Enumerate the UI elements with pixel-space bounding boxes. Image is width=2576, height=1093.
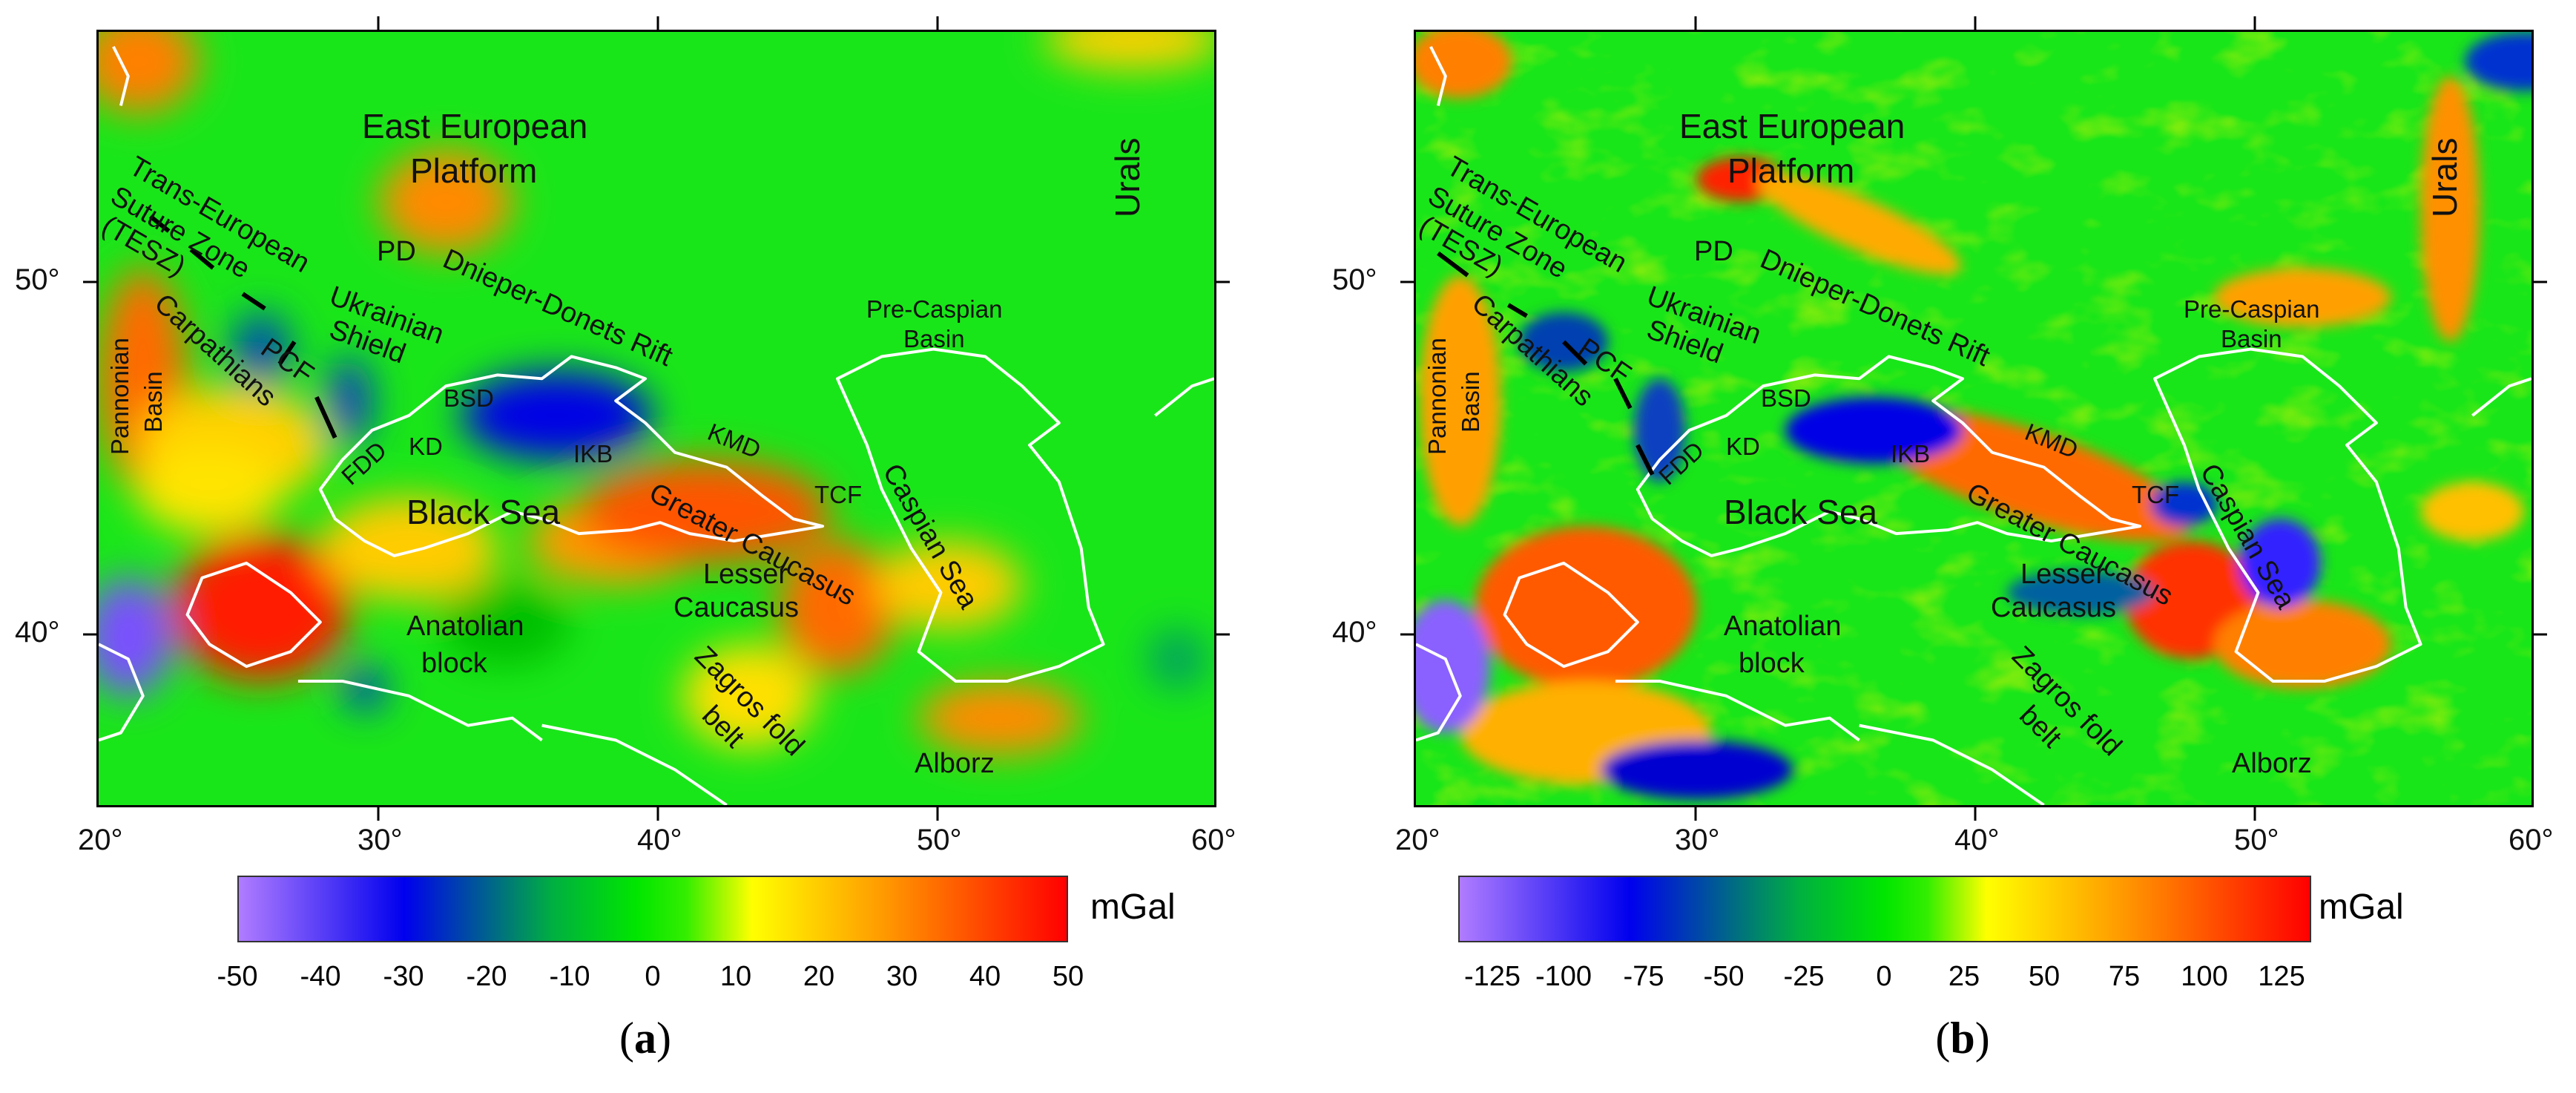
label-pre-caspian: Pre-Caspian: [2184, 295, 2320, 323]
label-platform: Platform: [410, 151, 538, 190]
label-bsd: BSD: [1761, 384, 1811, 412]
panel-letter-b-text: b: [1950, 1014, 1975, 1063]
cb-tick: 20: [803, 961, 835, 992]
x-tick-30: 30°: [1675, 824, 1720, 856]
colorbar-unit-b: mGal: [2319, 887, 2404, 927]
x-tick-50: 50°: [917, 824, 962, 856]
label-kd: KD: [409, 433, 443, 460]
cb-tick: -125: [1463, 961, 1521, 992]
cb-tick: 40: [969, 961, 1001, 992]
colorbar-a: [237, 876, 1068, 942]
label-caucasus: Caucasus: [1991, 592, 2116, 623]
cb-tick: 0: [645, 961, 661, 992]
label-east-european: East European: [362, 107, 588, 145]
anomaly-field-b: [1416, 32, 2531, 805]
cb-tick: 75: [2108, 961, 2141, 992]
label-bsd: BSD: [444, 384, 494, 412]
cb-tick: -20: [466, 961, 507, 992]
label-block: block: [421, 648, 487, 679]
label-pd: PD: [1694, 236, 1733, 267]
cb-tick: 30: [886, 961, 918, 992]
label-tcf: TCF: [814, 481, 863, 508]
cb-tick: 125: [2258, 961, 2305, 992]
y-tick-50: 50°: [1332, 263, 1377, 296]
cb-tick: 50: [2028, 961, 2061, 992]
cb-tick: -100: [1535, 961, 1592, 992]
cb-tick: 25: [1948, 961, 1980, 992]
label-caucasus: Caucasus: [673, 592, 799, 623]
y-tick-40: 40°: [1332, 616, 1377, 649]
label-block: block: [1739, 648, 1805, 679]
panel-letter-a: (a): [619, 1014, 671, 1063]
label-lesser: Lesser: [703, 559, 788, 590]
label-pre-caspian-basin: Basin: [903, 325, 965, 352]
label-platform: Platform: [1727, 151, 1855, 190]
label-tcf: TCF: [2132, 481, 2180, 508]
label-ikb: IKB: [1891, 440, 1931, 467]
cb-tick: -40: [300, 961, 341, 992]
cb-tick: -50: [217, 961, 258, 992]
gravity-map-a: East European Platform Urals Trans-Europ…: [96, 30, 1216, 807]
label-pd: PD: [377, 236, 416, 267]
y-tick-50: 50°: [15, 263, 60, 296]
panel-a: East European Platform Urals Trans-Europ…: [15, 16, 1236, 1063]
x-tick-60: 60°: [2509, 824, 2554, 856]
panel-letter-b: (b): [1935, 1014, 1990, 1063]
gravity-map-b: East European Platform Urals Trans-Europ…: [1414, 30, 2534, 807]
colorbar-unit-a: mGal: [1090, 887, 1176, 927]
colorbar-b: [1458, 876, 2311, 942]
cb-tick: 50: [1052, 961, 1084, 992]
cb-tick: -50: [1703, 961, 1745, 992]
x-tick-20: 20°: [1395, 824, 1440, 856]
label-pre-caspian: Pre-Caspian: [866, 295, 1003, 323]
cb-tick: -10: [549, 961, 590, 992]
label-pre-caspian-basin: Basin: [2221, 325, 2282, 352]
label-anatolian: Anatolian: [1724, 611, 1842, 642]
cb-tick: 0: [1876, 961, 1892, 992]
label-east-european: East European: [1679, 107, 1905, 145]
cb-tick: 100: [2181, 961, 2228, 992]
x-tick-50: 50°: [2234, 824, 2279, 856]
cb-tick: -25: [1783, 961, 1825, 992]
x-tick-20: 20°: [78, 824, 123, 856]
anomaly-field-a: [99, 32, 1214, 805]
x-tick-30: 30°: [358, 824, 403, 856]
cb-tick: -30: [383, 961, 424, 992]
label-kd: KD: [1726, 433, 1760, 460]
panel-b: East European Platform Urals Trans-Europ…: [1317, 0, 2576, 1093]
label-anatolian: Anatolian: [406, 611, 524, 642]
panel-letter-a-text: a: [634, 1014, 656, 1063]
label-alborz: Alborz: [915, 748, 995, 779]
y-tick-40: 40°: [15, 616, 60, 649]
axis-ticks-b: [1400, 16, 2547, 821]
axis-ticks-a: [83, 16, 1230, 821]
label-black-sea: Black Sea: [1724, 493, 1878, 531]
cb-tick: 10: [719, 961, 752, 992]
label-lesser: Lesser: [2020, 559, 2106, 590]
x-tick-40: 40°: [637, 824, 682, 856]
x-tick-40: 40°: [1954, 824, 2000, 856]
label-ikb: IKB: [573, 440, 613, 467]
cb-tick: -75: [1623, 961, 1664, 992]
label-alborz: Alborz: [2232, 748, 2312, 779]
label-black-sea: Black Sea: [406, 493, 561, 531]
x-tick-60: 60°: [1191, 824, 1236, 856]
